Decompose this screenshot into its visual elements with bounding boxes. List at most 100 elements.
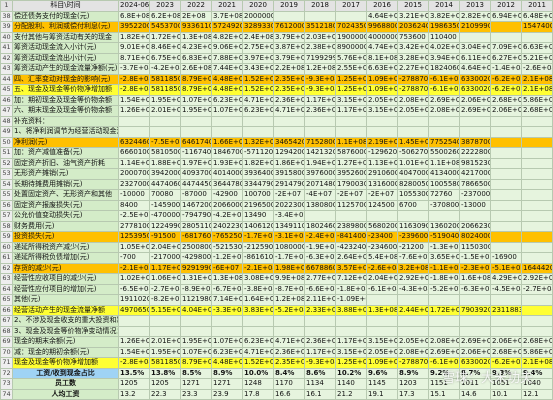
cell: -5.1E+07	[490, 262, 522, 274]
cell: 5.15E+08	[149, 304, 181, 316]
cell: 1205	[149, 378, 181, 390]
cell: 10.2%	[335, 367, 367, 379]
cell: 14061200	[242, 220, 274, 232]
cell	[521, 304, 553, 316]
cell: -2E+07	[335, 189, 367, 201]
table-row: 73 员工数 1205 1205 1271 1271 1248 1170 1134 1140 114…	[0, 378, 553, 390]
row-number: 61	[0, 252, 13, 264]
cell	[490, 115, 522, 127]
cell: 19110200	[118, 294, 150, 306]
cell: 58118500	[149, 84, 181, 96]
row-number: 39	[0, 21, 13, 33]
cell: 8.79E+08	[180, 84, 212, 96]
cell: 13.2	[118, 388, 150, 400]
column-header: 2014	[428, 0, 460, 12]
cell: 1294200	[273, 147, 305, 159]
table-row: 672、不涉及现金收支的重大投资和筹资活动：(元)	[0, 315, 553, 327]
cell: 1271	[211, 378, 243, 390]
cell: 2.05E+08	[366, 94, 398, 106]
cell	[242, 115, 274, 127]
cell: 3.79E+08	[273, 31, 305, 43]
cell	[211, 325, 243, 337]
row-number: 1	[0, 0, 13, 12]
cell: 4.29E+08	[490, 273, 522, 285]
cell: 2.6E+08	[180, 63, 212, 75]
table-row: 683、现金及现金等价物净变动情况：(元)	[0, 325, 553, 337]
cell: 2.08E+08	[428, 336, 460, 348]
cell: -87000	[180, 189, 212, 201]
row-label: 经营性应收项目的减少(元)	[12, 273, 119, 285]
cell	[521, 178, 553, 190]
cell: 2.68E+08	[490, 346, 522, 358]
cell: 18240600	[428, 63, 460, 75]
cell	[397, 294, 429, 306]
cell: 1.09E+08	[366, 73, 398, 85]
cell: 8.9%	[397, 367, 429, 379]
cell: -3.1E+07	[273, 231, 305, 243]
cell: 1.17E+09	[335, 105, 367, 117]
cell: 8.79E+08	[180, 73, 212, 85]
cell: -1.8E+08	[335, 283, 367, 295]
row-label: 经营性应付项目的增加(元)	[12, 283, 119, 295]
cell: -2E+07	[366, 189, 398, 201]
cell: 1.3E+08	[180, 31, 212, 43]
cell: -16900	[490, 252, 522, 264]
header-row: 1科目\时间2024-06-32023202220212020201920182…	[0, 0, 553, 12]
cell: 2.1E+08	[521, 84, 553, 96]
cell: 1.13E+08	[366, 157, 398, 169]
cell: 1.1E+08	[335, 136, 367, 148]
cell: 2.92E+08	[521, 273, 553, 285]
cell	[118, 325, 150, 337]
cell: -2.3E+07	[459, 262, 491, 274]
row-label: 经营活动产生的现金流量净额	[12, 304, 119, 316]
cell	[459, 210, 491, 222]
cell: -9.3E+08	[304, 84, 336, 96]
table-row: 41筹资活动现金流入小计(元)9.01E+088.46E+084.23E+089…	[0, 42, 553, 54]
cell	[180, 126, 212, 138]
cell: 1080000	[273, 241, 305, 253]
cell: 2.08E+08	[397, 94, 429, 106]
cell: 4.71E+08	[273, 336, 305, 348]
cell: -1.09E+08	[335, 294, 367, 306]
table-row: 74 人均工资 13.2 22.3 23.3 23.9 17.8 16.6 16.1 21.2 19…	[0, 388, 553, 400]
column-header: 2018	[304, 0, 336, 12]
row-number: 64	[0, 283, 13, 295]
cell: 7.88E+08	[211, 52, 243, 64]
cell: 1380800	[304, 199, 336, 211]
cell: 49706500	[118, 304, 150, 316]
cell: 3936400	[242, 168, 274, 180]
column-header: 2023	[149, 0, 181, 12]
cell: 7.14E+07	[211, 294, 243, 306]
cell	[459, 294, 491, 306]
cell: 1.82E+08	[118, 31, 150, 43]
cell	[521, 325, 553, 337]
cell: -370800	[428, 199, 460, 211]
cell: 1.27E+08	[335, 157, 367, 169]
cell: 6.23E+08	[211, 94, 243, 106]
cell: 1.17E+08	[149, 262, 181, 274]
cell: -2.6E+08	[366, 262, 398, 274]
row-number: 49	[0, 126, 13, 138]
cell: -5190400	[428, 231, 460, 243]
cell: -3.7E+08	[118, 63, 150, 75]
cell: 63244600	[118, 136, 150, 148]
cell: 12539500	[118, 231, 150, 243]
cell: 1.26E+09	[118, 105, 150, 117]
cell: 2.06E+08	[459, 94, 491, 106]
table-row: 56 固定资产报废损失(元) 8400 -145900 1467200 2066000 21…	[0, 199, 553, 211]
cell: 4014000	[211, 168, 243, 180]
cell	[397, 325, 429, 337]
cell: 11219800	[180, 294, 212, 306]
cell: 4.64E+08	[459, 63, 491, 75]
cell: -3.8E+08	[242, 283, 274, 295]
row-label: 工资/收到现金占比	[12, 367, 119, 379]
row-label: 支付其他与筹资活动有关的现金	[12, 31, 119, 43]
cell: 1125700	[335, 199, 367, 211]
cell: 7612000	[273, 21, 305, 33]
cell: 19863500	[428, 21, 460, 33]
cell: -1296200	[366, 147, 398, 159]
row-number: 68	[0, 325, 13, 337]
cell: 2.75E+08	[242, 42, 274, 54]
cell: 1.1E+08	[428, 157, 460, 169]
row-number: 53	[0, 168, 13, 180]
